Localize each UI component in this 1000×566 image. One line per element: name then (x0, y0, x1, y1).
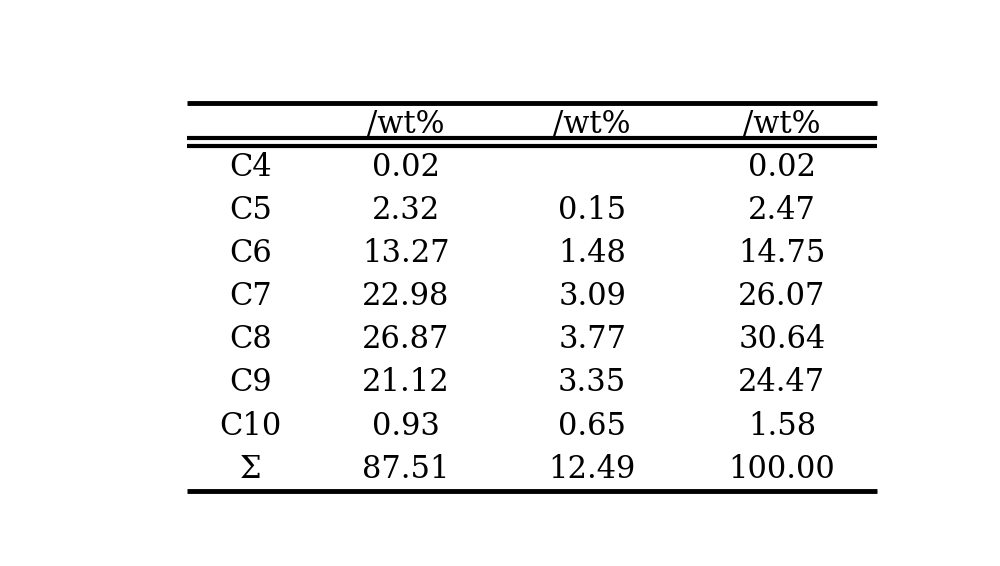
Text: 3.35: 3.35 (558, 367, 626, 398)
Text: C5: C5 (229, 195, 272, 226)
Text: C9: C9 (229, 367, 272, 398)
Text: C6: C6 (229, 238, 272, 269)
Text: 26.07: 26.07 (738, 281, 826, 312)
Text: 0.02: 0.02 (372, 152, 440, 183)
Text: C10: C10 (220, 410, 282, 441)
Text: 22.98: 22.98 (362, 281, 450, 312)
Text: 21.12: 21.12 (362, 367, 450, 398)
Text: 1.48: 1.48 (558, 238, 626, 269)
Text: 13.27: 13.27 (362, 238, 450, 269)
Text: 30.64: 30.64 (738, 324, 826, 355)
Text: C7: C7 (229, 281, 272, 312)
Text: 0.15: 0.15 (558, 195, 626, 226)
Text: 87.51: 87.51 (362, 453, 450, 484)
Text: 2.47: 2.47 (748, 195, 816, 226)
Text: 0.02: 0.02 (748, 152, 816, 183)
Text: 2.32: 2.32 (372, 195, 440, 226)
Text: 0.93: 0.93 (372, 410, 440, 441)
Text: C4: C4 (229, 152, 272, 183)
Text: Σ: Σ (240, 453, 262, 484)
Text: 3.09: 3.09 (558, 281, 626, 312)
Text: /wt%: /wt% (367, 109, 445, 140)
Text: 0.65: 0.65 (558, 410, 626, 441)
Text: 14.75: 14.75 (738, 238, 826, 269)
Text: /wt%: /wt% (743, 109, 821, 140)
Text: 100.00: 100.00 (729, 453, 835, 484)
Text: 24.47: 24.47 (738, 367, 825, 398)
Text: 26.87: 26.87 (362, 324, 450, 355)
Text: 1.58: 1.58 (748, 410, 816, 441)
Text: /wt%: /wt% (553, 109, 631, 140)
Text: 3.77: 3.77 (558, 324, 626, 355)
Text: 12.49: 12.49 (549, 453, 636, 484)
Text: C8: C8 (229, 324, 272, 355)
